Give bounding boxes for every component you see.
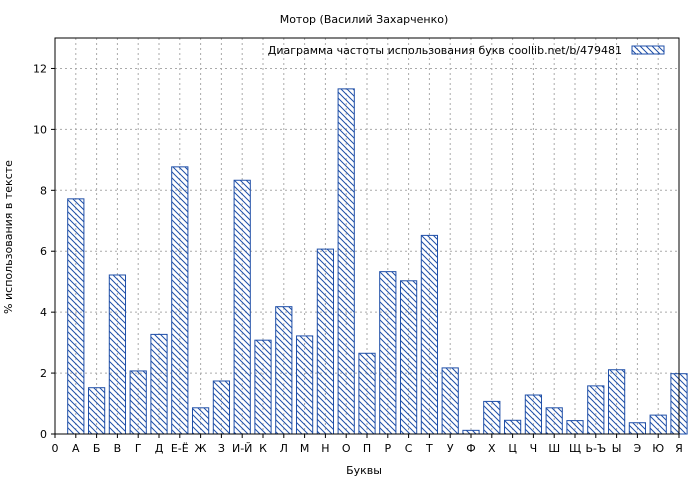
x-tick-label: Е-Ё xyxy=(171,442,189,455)
bar-Э xyxy=(628,422,647,435)
x-tick-label: Б xyxy=(93,442,101,455)
chart-title: Мотор (Василий Захарченко) xyxy=(280,13,449,26)
x-tick-label: А xyxy=(72,442,80,455)
x-tick-label: Ю xyxy=(652,442,664,455)
x-tick-label: О xyxy=(342,442,351,455)
bar-Х xyxy=(483,400,501,435)
bar-Е-Ё xyxy=(171,166,189,435)
x-tick-label: Э xyxy=(634,442,642,455)
x-tick-label: Ы xyxy=(612,442,622,455)
x-tick-label: В xyxy=(114,442,122,455)
plot-frame xyxy=(54,37,680,435)
bar-О xyxy=(337,88,355,435)
axes xyxy=(51,37,680,438)
bar-Ц xyxy=(503,419,522,435)
bar-Л xyxy=(275,306,293,435)
y-tick-label: 4 xyxy=(40,306,47,319)
bar-Б xyxy=(87,387,106,435)
x-tick-label: П xyxy=(363,442,371,455)
bars xyxy=(67,88,688,435)
bar-Ы xyxy=(607,369,626,435)
bar-К xyxy=(254,339,272,435)
x-tick-label: Г xyxy=(135,442,142,455)
bar-Ш xyxy=(545,407,563,435)
y-tick-labels: 0 2 4 6 8 10 12 xyxy=(33,62,47,441)
legend-swatch xyxy=(631,45,665,55)
x-tick-label: К xyxy=(259,442,267,455)
bar-И-Й xyxy=(233,179,251,435)
x-tick-label: З xyxy=(218,442,225,455)
x-tick-label: Р xyxy=(384,442,391,455)
x-tick-label: М xyxy=(300,442,310,455)
bar-Д xyxy=(150,333,168,435)
bar-З xyxy=(212,380,231,435)
x-tick-label: 0 xyxy=(52,442,59,455)
bar-Ь-Ъ xyxy=(587,385,605,435)
y-axis-label: % использования в тексте xyxy=(2,160,15,314)
y-tick-label: 12 xyxy=(33,62,47,75)
bar-Ж xyxy=(191,407,210,435)
x-tick-label: Т xyxy=(425,442,433,455)
legend-label: Диаграмма частоты использования букв coo… xyxy=(268,44,622,57)
y-tick-label: 10 xyxy=(33,123,47,136)
x-tick-label: У xyxy=(447,442,454,455)
y-tick-label: 6 xyxy=(40,245,47,258)
bar-Н xyxy=(316,248,335,435)
x-tick-label: Ц xyxy=(508,442,517,455)
legend: Диаграмма частоты использования букв coo… xyxy=(268,44,665,57)
bar-П xyxy=(358,352,376,435)
x-axis-label: Буквы xyxy=(346,464,382,477)
x-tick-label: И-Й xyxy=(232,442,252,455)
x-tick-label: Ь-Ъ xyxy=(585,442,606,455)
x-tick-label: Я xyxy=(675,442,683,455)
x-tick-label: С xyxy=(405,442,413,455)
x-tick-label: Д xyxy=(155,442,164,455)
bar-Р xyxy=(379,271,397,435)
bar-Г xyxy=(129,370,147,435)
x-tick-label: Л xyxy=(280,442,288,455)
bar-Ф xyxy=(462,429,480,435)
bar-Ч xyxy=(524,394,543,435)
bar-У xyxy=(441,367,459,435)
x-tick-labels: 0 А Б В Г Д Е-Ё Ж З И-Й К Л М Н О П Р С Т У Ф Х Ц Ч Ш Щ Ь-Ъ Ы Э Ю Я xyxy=(52,442,683,455)
x-tick-label: Х xyxy=(488,442,496,455)
x-tick-label: Щ xyxy=(569,442,581,455)
y-tick-label: 8 xyxy=(40,184,47,197)
bar-Ю xyxy=(649,414,667,435)
bar-Т xyxy=(420,234,439,435)
bar-М xyxy=(295,335,314,435)
y-tick-label: 0 xyxy=(40,428,47,441)
x-tick-label: Ш xyxy=(548,442,560,455)
x-tick-label: Ф xyxy=(466,442,475,455)
x-tick-label: Ж xyxy=(195,442,207,455)
bar-Щ xyxy=(566,420,584,435)
bar-А xyxy=(67,198,85,435)
x-tick-label: Ч xyxy=(530,442,538,455)
bar-В xyxy=(108,274,127,435)
x-tick-label: Н xyxy=(321,442,329,455)
y-tick-label: 2 xyxy=(40,367,47,380)
bar-С xyxy=(399,280,418,435)
